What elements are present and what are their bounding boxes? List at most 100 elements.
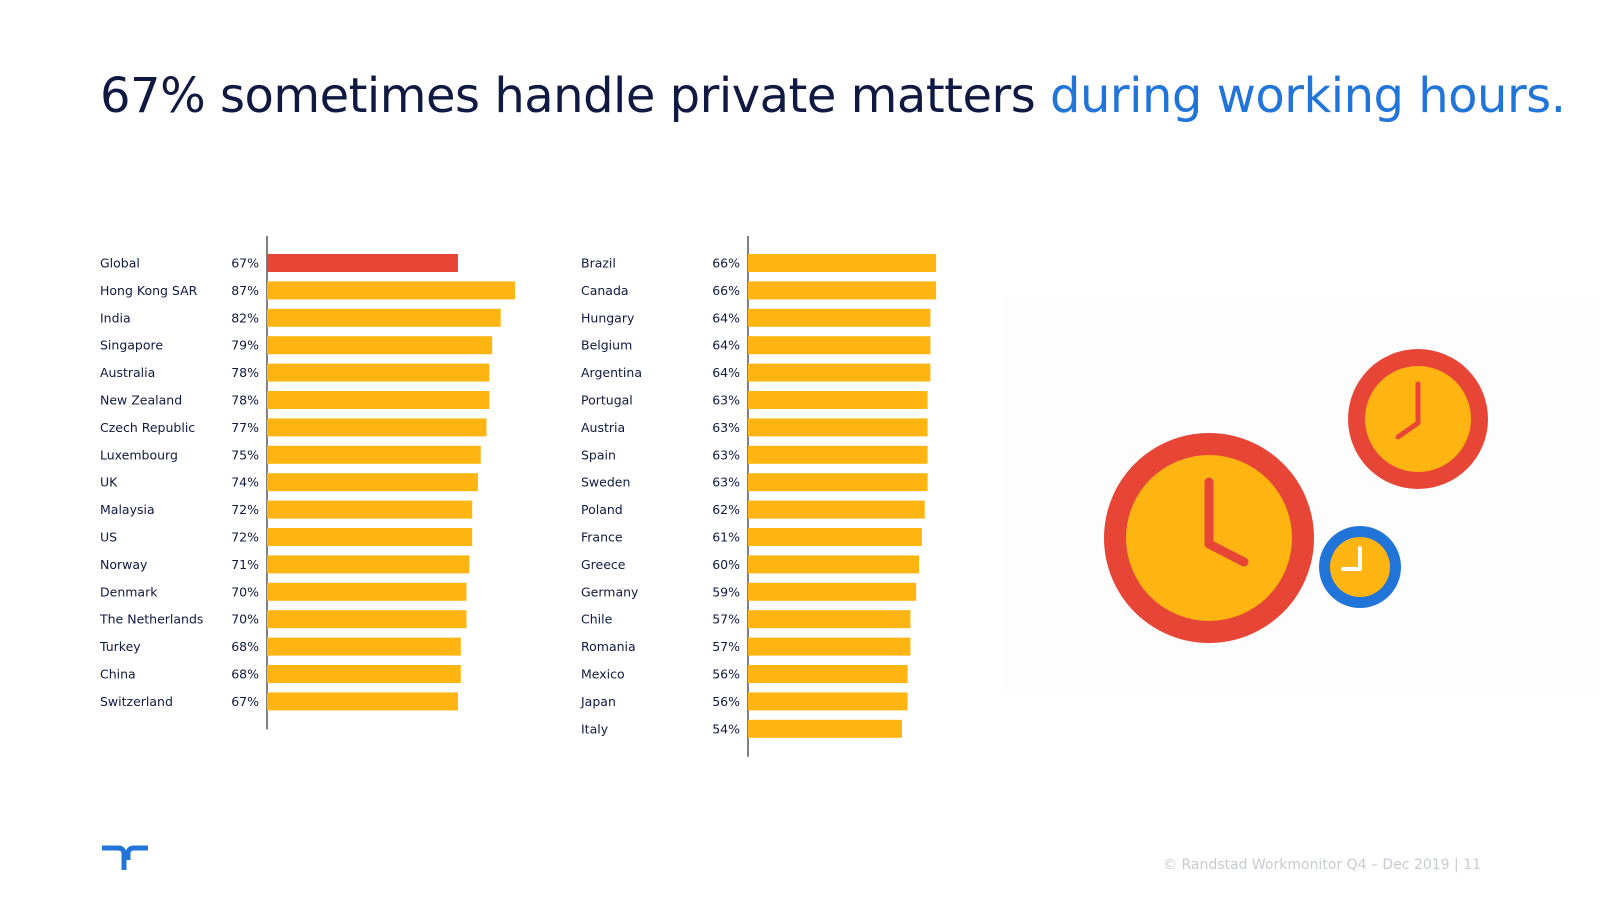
bar xyxy=(748,418,928,437)
value-label: 57% xyxy=(712,612,740,627)
clock-icon xyxy=(1319,526,1401,608)
bar xyxy=(748,445,928,464)
bar xyxy=(748,363,931,382)
bar xyxy=(748,473,928,492)
value-label: 78% xyxy=(231,365,259,380)
value-label: 62% xyxy=(712,502,740,517)
bar xyxy=(267,254,458,272)
randstad-logo-icon xyxy=(102,845,148,870)
clock-icon xyxy=(1104,433,1314,643)
bar xyxy=(267,610,467,629)
value-label: 61% xyxy=(712,530,740,545)
value-label: 64% xyxy=(712,338,740,353)
category-label: Australia xyxy=(100,365,155,380)
bar xyxy=(748,555,919,574)
category-label: Portugal xyxy=(581,393,633,408)
category-label: Argentina xyxy=(581,365,642,380)
category-label: Malaysia xyxy=(100,502,155,517)
category-label: Denmark xyxy=(100,584,158,599)
bar xyxy=(748,281,937,300)
bar xyxy=(267,637,461,656)
bar xyxy=(748,665,908,683)
value-label: 67% xyxy=(231,256,259,271)
bar xyxy=(267,528,473,546)
category-label: Austria xyxy=(581,420,625,435)
value-label: 57% xyxy=(712,639,740,654)
value-label: 70% xyxy=(231,612,259,627)
value-label: 82% xyxy=(231,310,259,325)
value-label: 78% xyxy=(231,393,259,408)
bar xyxy=(267,281,515,300)
bar xyxy=(267,445,481,464)
bar xyxy=(267,665,461,683)
title-main: 67% sometimes handle private matters xyxy=(100,68,1050,124)
value-label: 63% xyxy=(712,393,740,408)
bar xyxy=(748,692,908,711)
bar xyxy=(267,363,490,382)
category-label: Hong Kong SAR xyxy=(100,283,198,298)
category-label: Romania xyxy=(581,639,636,654)
category-label: Luxembourg xyxy=(100,447,178,462)
page-title: 67% sometimes handle private matters dur… xyxy=(100,68,1566,124)
category-label: Switzerland xyxy=(100,694,173,709)
category-label: Canada xyxy=(581,283,629,298)
bar xyxy=(748,391,928,409)
value-label: 74% xyxy=(231,475,259,490)
category-label: Belgium xyxy=(581,338,632,353)
category-label: Japan xyxy=(580,694,616,709)
title-accent: during working hours. xyxy=(1049,68,1566,124)
bar xyxy=(748,308,931,327)
category-label: India xyxy=(100,310,131,325)
value-label: 64% xyxy=(712,365,740,380)
value-label: 66% xyxy=(712,256,740,271)
value-label: 75% xyxy=(231,447,259,462)
value-label: 71% xyxy=(231,557,259,572)
bar xyxy=(748,610,911,629)
bar xyxy=(267,500,473,519)
chart-right: Brazil 66% Canada 66% Hungary 64% Belgium 64% Ar… xyxy=(580,236,937,757)
value-label: 63% xyxy=(712,475,740,490)
value-label: 70% xyxy=(231,584,259,599)
bar xyxy=(267,391,490,409)
value-label: 68% xyxy=(231,667,259,682)
category-label: Italy xyxy=(581,721,609,736)
value-label: 87% xyxy=(231,283,259,298)
value-label: 68% xyxy=(231,639,259,654)
bar xyxy=(267,555,470,574)
bar xyxy=(748,719,902,738)
category-label: Spain xyxy=(581,447,616,462)
bar xyxy=(748,336,931,355)
bar xyxy=(748,637,911,656)
value-label: 72% xyxy=(231,502,259,517)
category-label: Brazil xyxy=(581,256,616,271)
value-label: 77% xyxy=(231,420,259,435)
bar xyxy=(267,308,501,327)
value-label: 72% xyxy=(231,530,259,545)
category-label: France xyxy=(581,530,623,545)
bar xyxy=(748,528,922,546)
value-label: 59% xyxy=(712,584,740,599)
bar xyxy=(267,473,478,492)
category-label: Norway xyxy=(100,557,148,572)
category-label: Singapore xyxy=(100,338,163,353)
value-label: 66% xyxy=(712,283,740,298)
bar xyxy=(267,336,493,355)
category-label: US xyxy=(100,530,117,545)
value-label: 64% xyxy=(712,310,740,325)
bar xyxy=(748,582,917,601)
category-label: China xyxy=(100,667,136,682)
value-label: 54% xyxy=(712,721,740,736)
bar xyxy=(748,254,937,272)
value-label: 56% xyxy=(712,694,740,709)
value-label: 60% xyxy=(712,557,740,572)
category-label: Sweden xyxy=(581,475,630,490)
category-label: Mexico xyxy=(581,667,625,682)
category-label: Poland xyxy=(581,502,623,517)
value-label: 79% xyxy=(231,338,259,353)
category-label: Hungary xyxy=(581,310,635,325)
value-label: 63% xyxy=(712,420,740,435)
bar xyxy=(748,500,925,519)
value-label: 56% xyxy=(712,667,740,682)
chart-left: Global 67% Hong Kong SAR 87% India 82% Singapo… xyxy=(99,236,515,730)
